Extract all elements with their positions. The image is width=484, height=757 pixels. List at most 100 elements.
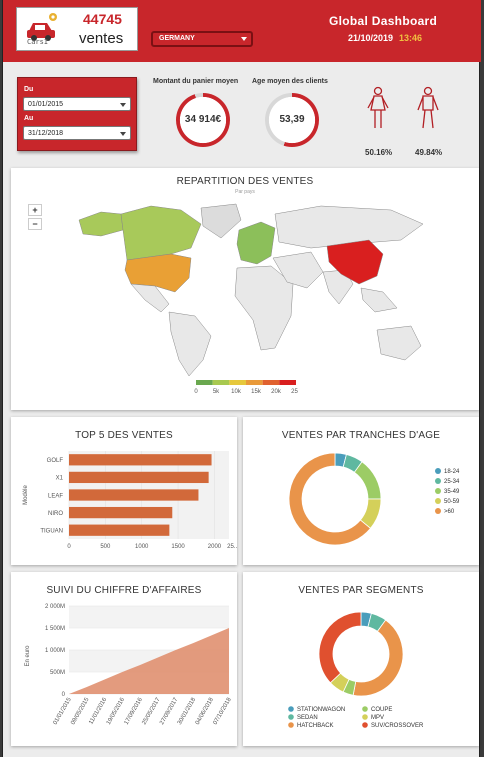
x-tick-label: 19/05/2016 <box>106 696 127 726</box>
revenue-title: SUIVI DU CHIFFRE D'AFFAIRES <box>46 585 202 596</box>
legend-label: MPV <box>371 715 384 721</box>
age-kpi-title: Age moyen des clients <box>252 78 328 85</box>
from-date-value: 01/01/2015 <box>28 101 64 108</box>
legend-swatch <box>262 380 280 385</box>
male-percentage: 49.84% <box>415 148 443 157</box>
map-color-legend: 0 5k 10k 15k 20k 25k <box>194 380 298 395</box>
middle-east-region[interactable] <box>272 251 324 289</box>
slice-hatchback[interactable] <box>352 619 404 697</box>
x-tick-label: 25/05/2017 <box>141 696 162 726</box>
revenue-area <box>69 628 229 694</box>
x-tick-label: 500 <box>100 544 111 550</box>
female-percentage: 50.16% <box>365 148 393 157</box>
country-select[interactable]: GERMANY <box>151 31 253 47</box>
header-bar: CarsI 44745 ventes GERMANY Global Dashbo… <box>3 0 481 62</box>
legend-label: 50-59 <box>444 499 460 505</box>
x-tick-label: 09/05/2015 <box>70 696 91 726</box>
south-america-region[interactable] <box>168 311 212 377</box>
legend-swatch <box>279 380 296 385</box>
legend-label: COUPE <box>371 707 392 713</box>
legend-label: HATCHBACK <box>297 723 334 729</box>
sales-count-label: ventes <box>79 30 124 47</box>
china-region[interactable] <box>326 239 384 285</box>
legend-marker <box>435 468 441 474</box>
europe-region[interactable] <box>236 221 276 265</box>
legend-swatch <box>229 380 246 385</box>
zoom-out-button[interactable]: − <box>28 218 42 230</box>
from-date-select[interactable]: 01/01/2015 <box>23 97 131 111</box>
bar-tiguan[interactable] <box>69 524 170 536</box>
bar-leaf[interactable] <box>69 489 199 501</box>
logo-card: CarsI 44745 ventes <box>16 7 138 51</box>
legend-tick-label: 5k <box>213 389 220 395</box>
usa-region[interactable] <box>124 253 192 293</box>
alaska-region[interactable] <box>78 211 124 237</box>
legend-label: SEDAN <box>297 715 318 721</box>
legend-marker <box>288 706 294 712</box>
legend-swatch <box>212 380 230 385</box>
dashboard-title: Global Dashboard <box>329 14 438 28</box>
basket-kpi-title: Montant du panier moyen <box>153 78 239 85</box>
bar-niro[interactable] <box>69 506 173 519</box>
basket-gauge: 34 914€ <box>176 93 230 147</box>
age-kpi-value: 53,39 <box>279 114 305 125</box>
category-label: LEAF <box>48 493 63 499</box>
grid-band <box>69 606 229 628</box>
legend-tick-label: 25k <box>291 389 298 395</box>
category-label: X1 <box>56 476 64 482</box>
logo-text: CarsI <box>27 38 49 46</box>
x-tick-label: 1500 <box>171 544 185 550</box>
slice-suv-crossover[interactable] <box>318 611 362 684</box>
y-tick-label: 1 000M <box>45 648 65 654</box>
x-tick-label: 0 <box>67 544 71 550</box>
car-logo-icon <box>27 13 57 41</box>
y-tick-label: 1 500M <box>45 626 65 632</box>
mexico-region[interactable] <box>130 283 170 313</box>
to-date-label: Au <box>24 115 34 122</box>
current-date: 21/10/2019 <box>348 33 394 43</box>
y-tick-label: 0 <box>62 692 66 698</box>
x-tick-label: 07/10/2018 <box>213 696 234 726</box>
greenland-region[interactable] <box>200 203 242 239</box>
map-subtitle: Par pays <box>235 189 255 195</box>
slice-35-49[interactable] <box>353 461 382 500</box>
top5-y-axis-label: Modèle <box>23 485 29 505</box>
legend-tick-label: 10k <box>231 389 242 395</box>
world-map <box>78 203 424 377</box>
category-label: GOLF <box>47 458 64 464</box>
legend-marker <box>288 714 294 720</box>
russia-region[interactable] <box>274 205 424 249</box>
legend-marker <box>435 488 441 494</box>
legend-marker <box>362 706 368 712</box>
legend-label: 35-49 <box>444 489 460 495</box>
legend-label: STATIONWAGON <box>297 707 345 713</box>
to-date-value: 31/12/2018 <box>28 130 64 137</box>
age-card: VENTES PAR TRANCHES D'AGE 18-24 25-34 35-4… <box>243 417 479 565</box>
x-tick-label: 04/06/2018 <box>195 696 216 726</box>
southeast-asia-region[interactable] <box>360 287 398 313</box>
revenue-card: SUIVI DU CHIFFRE D'AFFAIRES 0 500M 1 000M 1… <box>11 572 237 746</box>
to-date-select[interactable]: 31/12/2018 <box>23 126 131 140</box>
x-tick-label: 2000 <box>208 544 222 550</box>
female-icon <box>367 86 389 128</box>
sales-count: 44745 <box>83 11 122 27</box>
africa-region[interactable] <box>234 265 294 351</box>
slice--60[interactable] <box>288 452 372 546</box>
segments-card: VENTES PAR SEGMENTS STATIONWAGON SEDAN HAT… <box>243 572 479 746</box>
legend-tick-label: 20k <box>271 389 282 395</box>
bar-x1[interactable] <box>69 471 209 484</box>
australia-region[interactable] <box>376 325 422 361</box>
category-label: NIRO <box>48 511 63 517</box>
top5-chart: GOLF X1 LEAF NIRO TIGUAN 0 500 1000 1500 2000 25.… <box>23 451 237 550</box>
map-title: REPARTITION DES VENTES <box>176 176 314 187</box>
age-donut-chart: 18-24 25-34 35-49 50-59 >60 <box>288 452 460 546</box>
canada-region[interactable] <box>120 205 202 261</box>
bar-golf[interactable] <box>69 454 212 466</box>
male-icon <box>417 86 439 129</box>
x-tick-label: 17/09/2016 <box>124 696 145 726</box>
x-tick-label: 11/01/2016 <box>88 696 108 725</box>
age-title: VENTES PAR TRANCHES D'AGE <box>281 430 441 441</box>
x-tick-label: 25... <box>227 544 237 550</box>
zoom-in-button[interactable]: + <box>28 204 42 216</box>
